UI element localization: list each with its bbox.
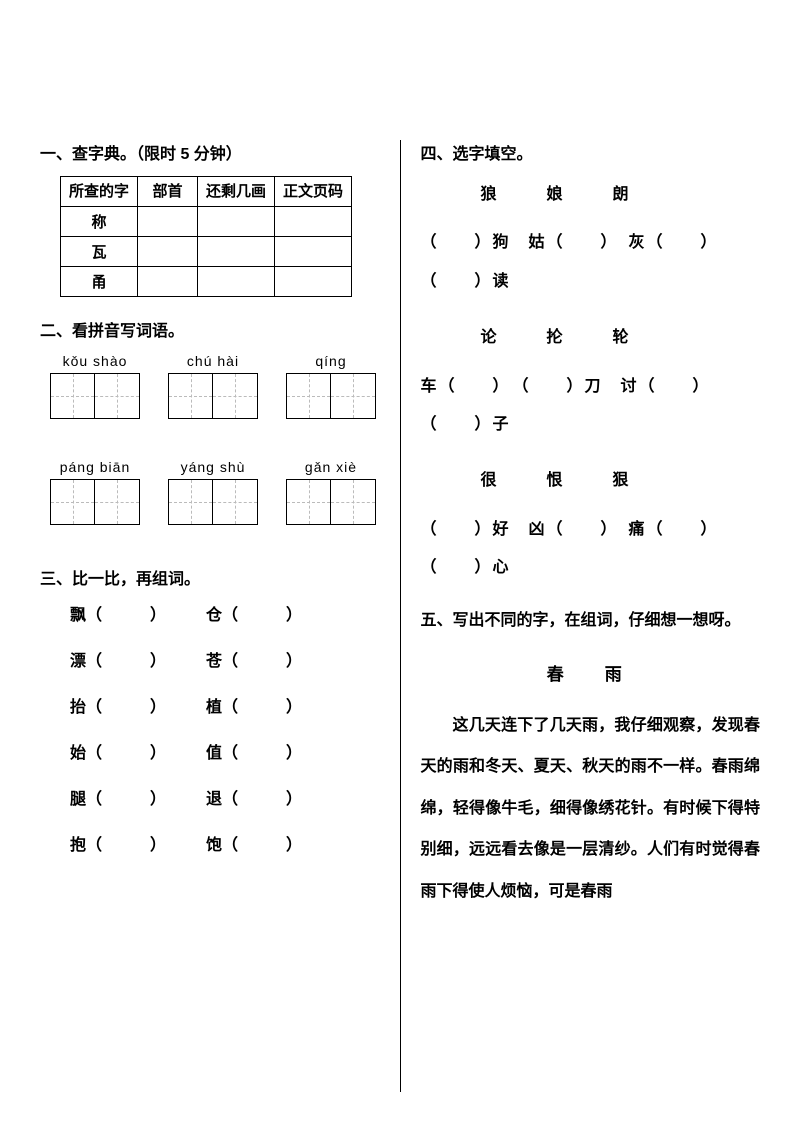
compare-item[interactable]: 饱（ ） bbox=[206, 831, 302, 855]
table-cell[interactable] bbox=[198, 207, 275, 237]
writing-grid[interactable] bbox=[286, 479, 376, 525]
table-cell[interactable] bbox=[198, 267, 275, 297]
compare-item[interactable]: 值（ ） bbox=[206, 739, 302, 763]
compare-item[interactable]: 抱（ ） bbox=[70, 831, 166, 855]
left-column: 一、查字典。（限时 5 分钟） 所查的字 部首 还剩几画 正文页码 称 瓦 bbox=[40, 140, 401, 1092]
table-cell[interactable] bbox=[275, 267, 352, 297]
choice-char: 娘 bbox=[547, 176, 563, 214]
compare-row: 抬（ ） 植（ ） bbox=[70, 693, 380, 717]
table-header-row: 所查的字 部首 还剩几画 正文页码 bbox=[61, 177, 352, 207]
table-row: 瓦 bbox=[61, 237, 352, 267]
pinyin-block: kǒu shào bbox=[50, 353, 140, 419]
pinyin-label: gǎn xiè bbox=[305, 459, 357, 475]
fill-line[interactable]: 车（ ） （ ）刀 讨（ ） bbox=[421, 368, 761, 406]
compare-list: 飘（ ） 仓（ ） 漂（ ） 苍（ ） 抬（ ） 植（ ） 始（ ） 值（ ） … bbox=[70, 601, 380, 855]
choice-chars: 论 抡 轮 bbox=[481, 319, 761, 357]
table-cell: 甬 bbox=[61, 267, 138, 297]
table-cell[interactable] bbox=[275, 207, 352, 237]
table-cell[interactable] bbox=[138, 267, 198, 297]
choice-char: 论 bbox=[481, 319, 497, 357]
pinyin-label: kǒu shào bbox=[63, 353, 128, 369]
compare-item[interactable]: 飘（ ） bbox=[70, 601, 166, 625]
right-column: 四、选字填空。 狼 娘 朗 （ ）狗 姑（ ） 灰（ ） （ ）读 论 抡 轮 … bbox=[401, 140, 761, 1092]
table-cell: 瓦 bbox=[61, 237, 138, 267]
fill-line[interactable]: （ ）心 bbox=[421, 549, 761, 587]
col-header: 所查的字 bbox=[61, 177, 138, 207]
passage-text: 这几天连下了几天雨，我仔细观察，发现春天的雨和冬天、夏天、秋天的雨不一样。春雨绵… bbox=[421, 705, 761, 913]
compare-row: 腿（ ） 退（ ） bbox=[70, 785, 380, 809]
compare-row: 始（ ） 值（ ） bbox=[70, 739, 380, 763]
compare-row: 抱（ ） 饱（ ） bbox=[70, 831, 380, 855]
choice-char: 狼 bbox=[481, 176, 497, 214]
pinyin-label: qíng bbox=[315, 353, 346, 369]
compare-item[interactable]: 退（ ） bbox=[206, 785, 302, 809]
pinyin-block: chú hài bbox=[168, 353, 258, 419]
table-cell[interactable] bbox=[275, 237, 352, 267]
worksheet-page: 一、查字典。（限时 5 分钟） 所查的字 部首 还剩几画 正文页码 称 瓦 bbox=[0, 0, 800, 1132]
col-header: 部首 bbox=[138, 177, 198, 207]
compare-item[interactable]: 植（ ） bbox=[206, 693, 302, 717]
choice-char: 朗 bbox=[613, 176, 629, 214]
section5-title: 五、写出不同的字，在组词，仔细想一想呀。 bbox=[421, 606, 761, 630]
compare-item[interactable]: 仓（ ） bbox=[206, 601, 302, 625]
fill-line[interactable]: （ ）子 bbox=[421, 406, 761, 444]
choice-chars: 很 恨 狠 bbox=[481, 462, 761, 500]
pinyin-label: chú hài bbox=[187, 353, 239, 369]
pinyin-block: gǎn xiè bbox=[286, 459, 376, 525]
fill-line[interactable]: （ ）狗 姑（ ） 灰（ ） bbox=[421, 224, 761, 262]
choice-chars: 狼 娘 朗 bbox=[481, 176, 761, 214]
fill-line[interactable]: （ ）读 bbox=[421, 263, 761, 301]
pinyin-label: páng biān bbox=[60, 459, 131, 475]
section1-title: 一、查字典。（限时 5 分钟） bbox=[40, 140, 380, 164]
choice-char: 抡 bbox=[547, 319, 563, 357]
compare-row: 飘（ ） 仓（ ） bbox=[70, 601, 380, 625]
pinyin-block: qíng bbox=[286, 353, 376, 419]
dictionary-table: 所查的字 部首 还剩几画 正文页码 称 瓦 甬 bbox=[60, 176, 352, 297]
table-cell: 称 bbox=[61, 207, 138, 237]
compare-item[interactable]: 抬（ ） bbox=[70, 693, 166, 717]
pinyin-label: yáng shù bbox=[181, 459, 246, 475]
choice-char: 恨 bbox=[547, 462, 563, 500]
writing-grid[interactable] bbox=[286, 373, 376, 419]
pinyin-row: páng biān yáng shù gǎn xiè bbox=[50, 459, 380, 525]
pinyin-block: páng biān bbox=[50, 459, 140, 525]
writing-grid[interactable] bbox=[168, 373, 258, 419]
table-row: 称 bbox=[61, 207, 352, 237]
choice-char: 狠 bbox=[613, 462, 629, 500]
fill-group: 狼 娘 朗 （ ）狗 姑（ ） 灰（ ） （ ）读 bbox=[421, 176, 761, 301]
pinyin-row: kǒu shào chú hài qíng bbox=[50, 353, 380, 419]
compare-item[interactable]: 苍（ ） bbox=[206, 647, 302, 671]
col-header: 还剩几画 bbox=[198, 177, 275, 207]
fill-group: 论 抡 轮 车（ ） （ ）刀 讨（ ） （ ）子 bbox=[421, 319, 761, 444]
pinyin-block: yáng shù bbox=[168, 459, 258, 525]
table-cell[interactable] bbox=[138, 237, 198, 267]
section4-title: 四、选字填空。 bbox=[421, 140, 761, 164]
writing-grid[interactable] bbox=[50, 373, 140, 419]
writing-grid[interactable] bbox=[168, 479, 258, 525]
table-row: 甬 bbox=[61, 267, 352, 297]
section3-title: 三、比一比，再组词。 bbox=[40, 565, 380, 589]
fill-line[interactable]: （ ）好 凶（ ） 痛（ ） bbox=[421, 511, 761, 549]
compare-row: 漂（ ） 苍（ ） bbox=[70, 647, 380, 671]
choice-char: 很 bbox=[481, 462, 497, 500]
compare-item[interactable]: 腿（ ） bbox=[70, 785, 166, 809]
table-cell[interactable] bbox=[198, 237, 275, 267]
fill-group: 很 恨 狠 （ ）好 凶（ ） 痛（ ） （ ）心 bbox=[421, 462, 761, 587]
section2-title: 二、看拼音写词语。 bbox=[40, 317, 380, 341]
writing-grid[interactable] bbox=[50, 479, 140, 525]
col-header: 正文页码 bbox=[275, 177, 352, 207]
passage-title: 春 雨 bbox=[421, 660, 761, 685]
compare-item[interactable]: 漂（ ） bbox=[70, 647, 166, 671]
choice-char: 轮 bbox=[613, 319, 629, 357]
table-cell[interactable] bbox=[138, 207, 198, 237]
compare-item[interactable]: 始（ ） bbox=[70, 739, 166, 763]
